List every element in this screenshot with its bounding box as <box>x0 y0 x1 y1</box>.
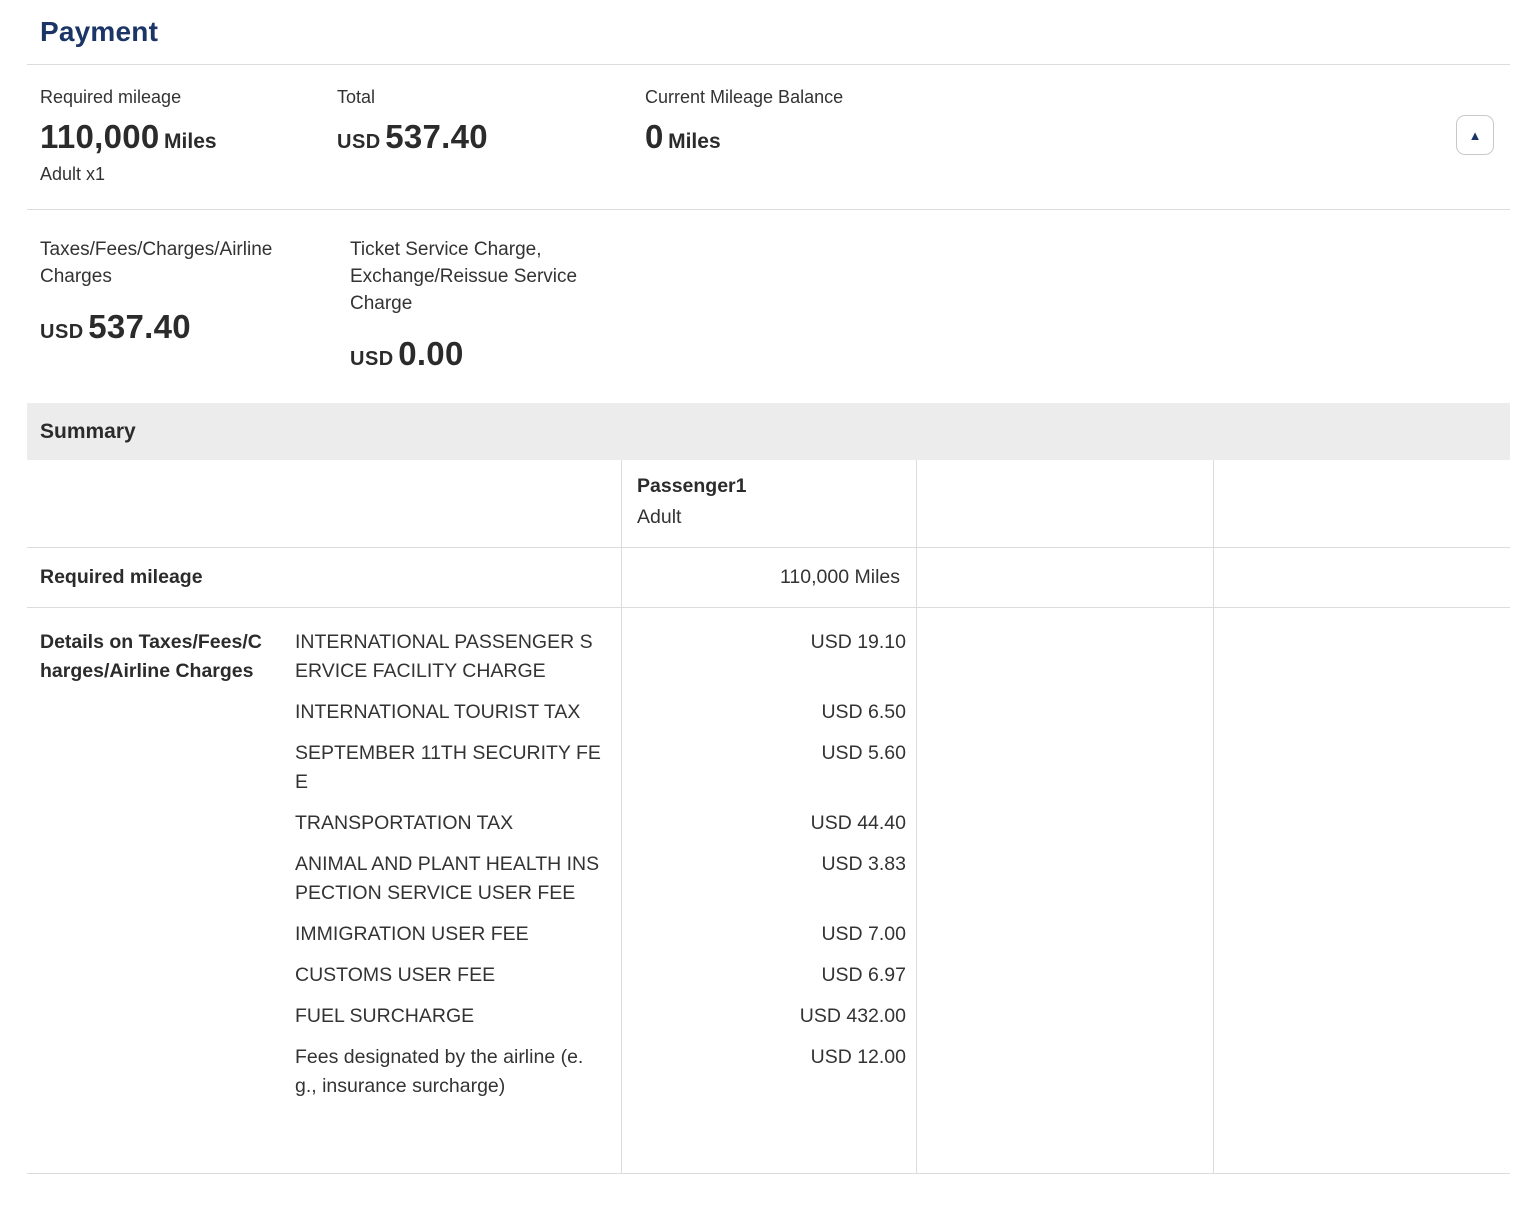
total-currency: USD <box>337 131 381 153</box>
passenger-header-cell: Passenger1 Adult <box>621 460 916 547</box>
required-mileage-row-label: Required mileage <box>40 566 203 588</box>
collapse-section-button[interactable]: ▲ <box>1456 115 1494 155</box>
mileage-balance-value: 0 Miles <box>645 118 1510 156</box>
service-charge-currency: USD <box>350 348 394 370</box>
fee-name: Fees designated by the airline (e.g., in… <box>295 1046 584 1097</box>
fee-name: FUEL SURCHARGE <box>295 1005 475 1027</box>
required-mileage-block: Required mileage 110,000 Miles Adult x1 <box>40 87 337 185</box>
payment-overview: Required mileage 110,000 Miles Adult x1 … <box>27 65 1510 209</box>
total-block: Total USD 537.40 <box>337 87 645 185</box>
passenger-type: Adult <box>637 506 682 528</box>
required-mileage-value: 110,000 Miles <box>40 118 337 156</box>
required-mileage-number: 110,000 <box>40 118 160 155</box>
fee-amount: USD 12.00 <box>810 1046 906 1068</box>
service-charge-value: USD 0.00 <box>350 335 670 373</box>
fee-name: CUSTOMS USER FEE <box>295 964 496 986</box>
summary-title: Summary <box>40 419 136 443</box>
divider <box>27 209 1510 210</box>
fee-name: ANIMAL AND PLANT HEALTH INSPECTION SERVI… <box>295 853 600 904</box>
mileage-balance-number: 0 <box>645 118 664 155</box>
fee-amount: USD 7.00 <box>821 923 906 945</box>
fee-entry: INTERNATIONAL TOURIST TAX USD 6.50 <box>295 698 922 727</box>
taxes-fees-value: USD 537.40 <box>40 308 350 346</box>
column-divider <box>621 460 622 1174</box>
summary-header-bar: Summary <box>27 403 1510 460</box>
service-charge-block: Ticket Service Charge, Exchange/Reissue … <box>350 236 670 373</box>
fee-name: IMMIGRATION USER FEE <box>295 923 529 945</box>
service-charge-label: Ticket Service Charge, Exchange/Reissue … <box>350 239 578 314</box>
mileage-balance-unit: Miles <box>668 130 721 153</box>
total-amount: 537.40 <box>385 118 488 155</box>
taxes-fees-amount: 537.40 <box>88 308 191 345</box>
tax-details-row: Details on Taxes/Fees/Charges/Airline Ch… <box>27 608 1510 1174</box>
chevron-up-icon: ▲ <box>1468 127 1482 143</box>
divider <box>27 64 1510 65</box>
required-mileage-unit: Miles <box>164 130 217 153</box>
fee-entry: IMMIGRATION USER FEE USD 7.00 <box>295 920 922 949</box>
service-charge-amount: 0.00 <box>398 335 464 372</box>
fee-entry: CUSTOMS USER FEE USD 6.97 <box>295 961 922 990</box>
fee-entry: TRANSPORTATION TAX USD 44.40 <box>295 809 922 838</box>
required-mileage-label: Required mileage <box>40 87 182 107</box>
fee-amount: USD 3.83 <box>821 853 906 875</box>
fee-name: SEPTEMBER 11TH SECURITY FEE <box>295 742 601 793</box>
tax-details-label-cell: Details on Taxes/Fees/Charges/Airline Ch… <box>27 628 295 686</box>
summary-table: Passenger1 Adult Required mileage 110,00… <box>27 460 1510 1174</box>
tax-details-label: Details on Taxes/Fees/Charges/Airline Ch… <box>40 631 262 682</box>
fee-amount: USD 5.60 <box>821 742 906 764</box>
fee-name: INTERNATIONAL PASSENGER SERVICE FACILITY… <box>295 631 593 682</box>
passenger-count: Adult x1 <box>40 164 106 184</box>
taxes-fees-block: Taxes/Fees/Charges/Airline Charges USD 5… <box>40 236 350 373</box>
total-label: Total <box>337 87 376 107</box>
mileage-balance-label: Current Mileage Balance <box>645 87 844 107</box>
fee-entry: ANIMAL AND PLANT HEALTH INSPECTION SERVI… <box>295 850 922 908</box>
fee-amount: USD 19.10 <box>810 631 906 653</box>
passenger-header-row: Passenger1 Adult <box>27 460 1510 548</box>
fee-entry: SEPTEMBER 11TH SECURITY FEE USD 5.60 <box>295 739 922 797</box>
fee-name: INTERNATIONAL TOURIST TAX <box>295 701 581 723</box>
fee-entries: INTERNATIONAL PASSENGER SERVICE FACILITY… <box>295 628 922 1113</box>
page-title: Payment <box>40 16 159 47</box>
payment-section: Payment Required mileage 110,000 Miles A… <box>27 0 1510 1174</box>
taxes-fees-label: Taxes/Fees/Charges/Airline Charges <box>40 239 273 287</box>
fee-name: TRANSPORTATION TAX <box>295 812 514 834</box>
header-spacer-cell <box>27 460 621 547</box>
fee-entry: FUEL SURCHARGE USD 432.00 <box>295 1002 922 1031</box>
fee-entry: INTERNATIONAL PASSENGER SERVICE FACILITY… <box>295 628 922 686</box>
fee-amount: USD 432.00 <box>799 1005 906 1027</box>
column-divider <box>1213 460 1214 1174</box>
mileage-balance-block: Current Mileage Balance 0 Miles <box>645 87 1510 185</box>
fee-amount: USD 44.40 <box>810 812 906 834</box>
required-mileage-row: Required mileage 110,000 Miles <box>27 548 1510 608</box>
passenger-name: Passenger1 <box>637 475 747 497</box>
taxes-fees-currency: USD <box>40 321 84 343</box>
fee-entry: Fees designated by the airline (e.g., in… <box>295 1043 922 1101</box>
column-divider <box>916 460 917 1174</box>
total-value: USD 537.40 <box>337 118 645 156</box>
required-mileage-row-value: 110,000 Miles <box>780 566 900 588</box>
fee-amount: USD 6.97 <box>821 964 906 986</box>
charges-breakdown: Taxes/Fees/Charges/Airline Charges USD 5… <box>27 210 1510 403</box>
fee-amount: USD 6.50 <box>821 701 906 723</box>
